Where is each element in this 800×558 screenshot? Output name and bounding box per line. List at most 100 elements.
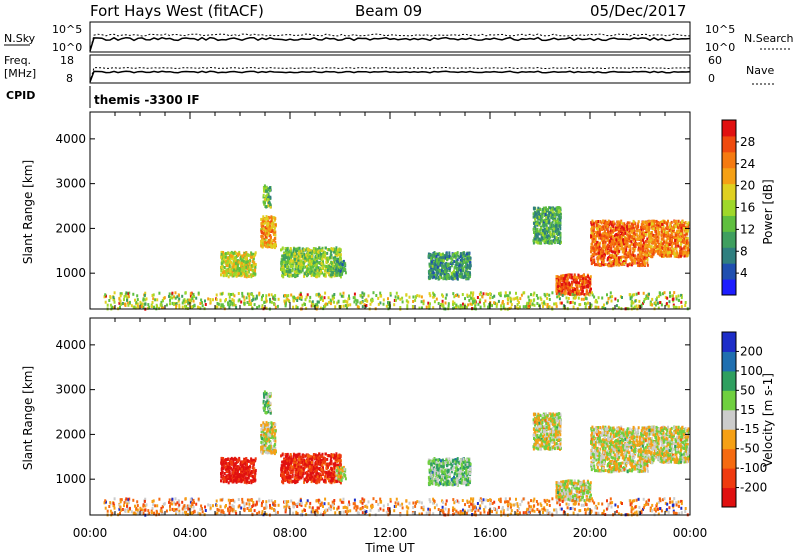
scatter-cell bbox=[224, 266, 226, 269]
scatter-cell bbox=[590, 228, 592, 231]
scatter-cell bbox=[682, 235, 684, 238]
scatter-cell bbox=[572, 281, 574, 284]
scatter-cell bbox=[591, 262, 593, 265]
scatter-cell bbox=[613, 262, 615, 265]
scatter-cell bbox=[517, 299, 519, 302]
scatter-cell bbox=[200, 299, 202, 302]
scatter-cell bbox=[255, 298, 257, 301]
scatter-cell bbox=[266, 193, 268, 196]
scatter-cell bbox=[414, 299, 416, 302]
scatter-cell bbox=[146, 297, 148, 300]
scatter-cell bbox=[241, 262, 243, 265]
scatter-cell bbox=[396, 292, 398, 295]
scatter-cell bbox=[544, 219, 546, 222]
scatter-cell bbox=[480, 306, 482, 309]
scatter-cell bbox=[657, 233, 659, 236]
scatter-cell bbox=[585, 297, 587, 300]
scatter-cell bbox=[264, 241, 266, 244]
scatter-cell bbox=[360, 294, 362, 297]
scatter-cell bbox=[577, 277, 579, 280]
scatter-cell bbox=[639, 237, 641, 240]
scatter-cell bbox=[300, 255, 302, 258]
noise-tick-high-left: 10^5 bbox=[52, 23, 82, 36]
scatter-cell bbox=[426, 306, 428, 309]
scatter-cell bbox=[500, 304, 502, 307]
scatter-cell bbox=[265, 218, 267, 221]
scatter-cell bbox=[583, 298, 585, 301]
scatter-cell bbox=[447, 264, 449, 267]
scatter-cell bbox=[602, 241, 604, 244]
scatter-cell bbox=[289, 262, 291, 265]
scatter-cell bbox=[578, 281, 580, 284]
scatter-cell bbox=[429, 274, 431, 277]
scatter-cell bbox=[401, 297, 403, 300]
scatter-cell bbox=[280, 263, 282, 266]
scatter-cell bbox=[107, 304, 109, 307]
scatter-cell bbox=[504, 295, 506, 298]
scatter-cell bbox=[233, 299, 235, 302]
scatter-cell bbox=[321, 262, 323, 265]
scatter-cell bbox=[443, 259, 445, 262]
scatter-cell bbox=[306, 270, 308, 273]
scatter-cell bbox=[554, 241, 556, 244]
scatter-cell bbox=[656, 227, 658, 230]
scatter-cell bbox=[169, 299, 171, 302]
scatter-cell bbox=[519, 297, 521, 300]
scatter-cell bbox=[673, 226, 675, 229]
scatter-cell bbox=[452, 253, 454, 256]
scatter-cell bbox=[592, 253, 594, 256]
scatter-cell bbox=[125, 304, 127, 307]
scatter-cell bbox=[423, 300, 425, 303]
scatter-cell bbox=[659, 292, 661, 295]
scatter-cell bbox=[438, 302, 440, 305]
scatter-cell bbox=[227, 260, 229, 263]
scatter-cell bbox=[642, 239, 644, 242]
scatter-cell bbox=[622, 239, 624, 242]
scatter-cell bbox=[260, 245, 262, 248]
scatter-cell bbox=[611, 295, 613, 298]
scatter-cell bbox=[539, 242, 541, 245]
scatter-cell bbox=[618, 241, 620, 244]
scatter-cell bbox=[598, 296, 600, 299]
scatter-cell bbox=[463, 276, 465, 279]
scatter-cell bbox=[628, 252, 630, 255]
scatter-cell bbox=[269, 186, 271, 189]
scatter-cell bbox=[247, 301, 249, 304]
scatter-cell bbox=[152, 301, 154, 304]
scatter-cell bbox=[270, 236, 272, 239]
scatter-cell bbox=[305, 298, 307, 301]
scatter-cell bbox=[469, 266, 471, 269]
scatter-cell bbox=[655, 301, 657, 304]
scatter-cell bbox=[548, 294, 550, 297]
scatter-cell bbox=[567, 273, 569, 276]
scatter-cell bbox=[519, 305, 521, 308]
scatter-cell bbox=[466, 253, 468, 256]
freq-unit-label: [MHz] bbox=[4, 67, 36, 80]
scatter-cell bbox=[636, 255, 638, 258]
scatter-cell bbox=[129, 301, 131, 304]
scatter-cell bbox=[678, 220, 680, 223]
scatter-cell bbox=[378, 303, 380, 306]
scatter-cell bbox=[634, 254, 636, 257]
scatter-cell bbox=[220, 270, 222, 273]
scatter-cell bbox=[594, 263, 596, 266]
scatter-cell bbox=[528, 296, 530, 299]
scatter-cell bbox=[323, 273, 325, 276]
scatter-cell bbox=[230, 293, 232, 296]
scatter-cell bbox=[294, 274, 296, 277]
scatter-cell bbox=[248, 297, 250, 300]
scatter-cell bbox=[141, 305, 143, 308]
scatter-cell bbox=[621, 229, 623, 232]
scatter-cell bbox=[318, 246, 320, 249]
scatter-cell bbox=[224, 274, 226, 277]
scatter-cell bbox=[549, 224, 551, 227]
scatter-cell bbox=[324, 292, 326, 295]
scatter-cell bbox=[673, 305, 675, 308]
scatter-cell bbox=[296, 266, 298, 269]
scatter-cell bbox=[472, 291, 474, 294]
scatter-cell bbox=[489, 296, 491, 299]
scatter-cell bbox=[671, 227, 673, 230]
scatter-cell bbox=[617, 226, 619, 229]
station-title: Fort Hays West (fitACF) bbox=[90, 2, 264, 20]
scatter-cell bbox=[621, 245, 623, 248]
